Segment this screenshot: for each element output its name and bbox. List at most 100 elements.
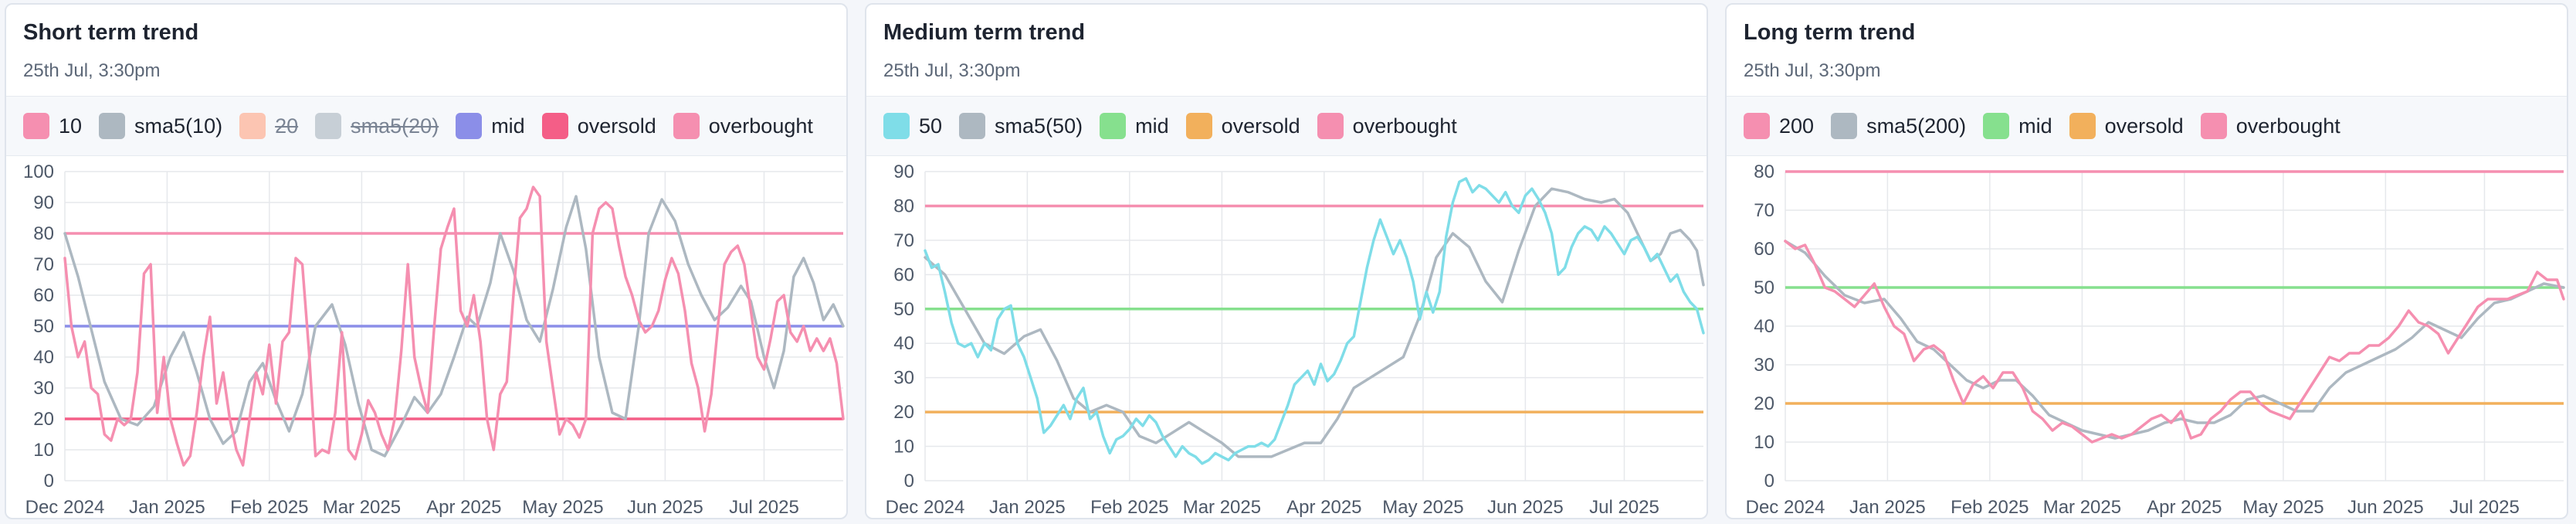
- y-tick-label: 50: [33, 316, 54, 337]
- medium-term-trend-card: Medium term trend 25th Jul, 3:30pm 50 sma…: [865, 3, 1708, 519]
- legend-label: 20: [275, 114, 299, 138]
- legend-label: oversold: [2104, 114, 2184, 138]
- legend-label: mid: [491, 114, 525, 138]
- legend-swatch: [1185, 113, 1212, 139]
- y-tick-label: 20: [893, 402, 914, 423]
- legend-label: oversold: [577, 114, 656, 138]
- long-term-trend-card: Long term trend 25th Jul, 3:30pm 200 sma5…: [1725, 3, 2568, 519]
- y-tick-label: 40: [893, 333, 914, 354]
- series-line-sma5-200: [1784, 240, 2565, 440]
- y-tick-label: 0: [44, 471, 54, 492]
- series-line-sma5-10: [63, 195, 845, 458]
- x-tick-label: Feb 2025: [230, 497, 308, 518]
- legend-swatch: [541, 113, 568, 139]
- legend-swatch: [315, 113, 342, 139]
- y-tick-label: 100: [23, 162, 54, 182]
- chart-legend: 50 sma5(50) mid oversold overbought: [866, 96, 1707, 156]
- y-tick-label: 30: [33, 378, 54, 399]
- legend-swatch: [1983, 113, 2010, 139]
- x-tick-label: Feb 2025: [1951, 497, 2029, 518]
- legend-swatch: [1831, 113, 1858, 139]
- legend-item-overbought[interactable]: overbought: [2200, 113, 2340, 139]
- y-tick-label: 90: [33, 192, 54, 213]
- legend-item-sma5-200[interactable]: sma5(200): [1831, 113, 1966, 139]
- legend-item-oversold[interactable]: oversold: [2069, 113, 2184, 139]
- x-tick-label: Dec 2024: [25, 497, 105, 518]
- legend-swatch: [1744, 113, 1770, 139]
- panel-title: Short term trend: [23, 20, 199, 45]
- legend-swatch: [883, 113, 910, 139]
- legend-item-mid[interactable]: mid: [456, 113, 525, 139]
- legend-item-mid[interactable]: mid: [1100, 113, 1169, 139]
- x-tick-label: May 2025: [2242, 497, 2323, 518]
- y-tick-label: 60: [893, 264, 914, 285]
- y-tick-label: 80: [1754, 162, 1774, 182]
- legend-item-50[interactable]: 50: [883, 113, 942, 139]
- legend-item-oversold[interactable]: oversold: [1185, 113, 1300, 139]
- y-tick-label: 50: [893, 299, 914, 320]
- chart-legend: 200 sma5(200) mid oversold overbought: [1727, 96, 2567, 156]
- panel-timestamp: 25th Jul, 3:30pm: [23, 60, 161, 81]
- y-tick-label: 20: [33, 409, 54, 430]
- y-tick-label: 40: [33, 347, 54, 368]
- x-tick-label: May 2025: [522, 497, 603, 518]
- y-tick-label: 10: [33, 440, 54, 461]
- medium-term-chart: 0 10 20 30 40 50 60 70 80 90 Dec 2024 Jan 2025 Feb 2…: [886, 162, 1705, 518]
- legend-item-overbought[interactable]: overbought: [1317, 113, 1457, 139]
- legend-item-sma5-10[interactable]: sma5(10): [99, 113, 222, 139]
- x-tick-label: Mar 2025: [2043, 497, 2121, 518]
- legend-label: mid: [1135, 114, 1169, 138]
- panel-timestamp: 25th Jul, 3:30pm: [883, 60, 1021, 81]
- legend-label: 200: [1779, 114, 1815, 138]
- legend-item-mid[interactable]: mid: [1983, 113, 2052, 139]
- y-tick-label: 70: [1754, 200, 1774, 221]
- legend-label: sma5(50): [995, 114, 1083, 138]
- legend-label: sma5(10): [134, 114, 223, 138]
- legend-item-oversold[interactable]: oversold: [541, 113, 656, 139]
- x-tick-label: Jan 2025: [129, 497, 205, 518]
- legend-item-10[interactable]: 10: [23, 113, 82, 139]
- short-term-chart: 0 10 20 30 40 50 60 70 80 90 100 Dec 2024 Jan 2025 Fe…: [23, 162, 845, 518]
- legend-swatch: [959, 113, 986, 139]
- legend-swatch: [673, 113, 700, 139]
- y-tick-label: 60: [1754, 239, 1774, 260]
- legend-item-20[interactable]: 20: [239, 113, 298, 139]
- legend-swatch: [2200, 113, 2227, 139]
- series-line-50: [924, 177, 1705, 465]
- x-tick-label: Jul 2025: [2449, 497, 2520, 518]
- legend-label: sma5(20): [351, 114, 439, 138]
- y-tick-label: 10: [1754, 432, 1774, 453]
- y-tick-label: 30: [893, 368, 914, 389]
- grid: [1785, 171, 2564, 481]
- x-tick-label: Mar 2025: [1183, 497, 1261, 518]
- legend-label: mid: [2018, 114, 2052, 138]
- y-tick-label: 40: [1754, 316, 1774, 337]
- legend-item-sma5-50[interactable]: sma5(50): [959, 113, 1083, 139]
- legend-label: oversold: [1221, 114, 1300, 138]
- legend-item-overbought[interactable]: overbought: [673, 113, 813, 139]
- legend-label: overbought: [708, 114, 813, 138]
- x-tick-label: Jun 2025: [1487, 497, 1564, 518]
- chart-legend: 10 sma5(10) 20 sma5(20) mid oversold overbough…: [6, 96, 846, 156]
- x-tick-label: Apr 2025: [2147, 497, 2222, 518]
- x-tick-label: Jul 2025: [1589, 497, 1659, 518]
- grid: [924, 171, 1703, 481]
- y-tick-label: 90: [893, 162, 914, 182]
- legend-item-sma5-20[interactable]: sma5(20): [315, 113, 439, 139]
- legend-label: 10: [59, 114, 83, 138]
- x-tick-label: Jun 2025: [2347, 497, 2424, 518]
- series-line-200: [1784, 240, 2565, 444]
- panel-title: Long term trend: [1744, 20, 1916, 45]
- legend-swatch: [239, 113, 266, 139]
- legend-swatch: [1100, 113, 1127, 139]
- legend-item-200[interactable]: 200: [1744, 113, 1814, 139]
- legend-swatch: [1317, 113, 1344, 139]
- x-tick-label: Feb 2025: [1090, 497, 1168, 518]
- x-tick-label: Mar 2025: [323, 497, 401, 518]
- legend-swatch: [2069, 113, 2096, 139]
- y-tick-label: 70: [33, 254, 54, 275]
- y-tick-label: 50: [1754, 277, 1774, 298]
- legend-label: overbought: [1352, 114, 1457, 138]
- x-tick-label: Jul 2025: [729, 497, 799, 518]
